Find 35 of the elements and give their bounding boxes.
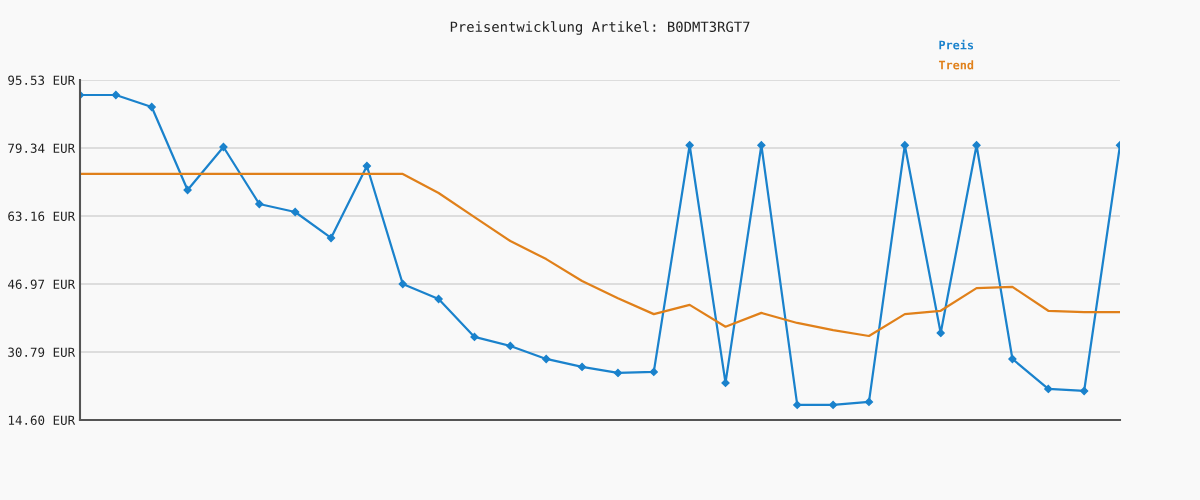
point bbox=[1044, 384, 1053, 394]
point bbox=[291, 207, 300, 217]
point bbox=[613, 368, 623, 378]
point bbox=[972, 141, 981, 150]
chart-title: Preisentwicklung Artikel: B0DMT3RGT7 bbox=[450, 21, 750, 35]
point bbox=[506, 341, 515, 351]
line-series bbox=[80, 172, 1120, 338]
point bbox=[900, 141, 909, 150]
y-tick-label: 63.16 EUR bbox=[8, 211, 76, 221]
y-tick-label: 79.34 EUR bbox=[8, 143, 76, 153]
point bbox=[542, 354, 551, 364]
point bbox=[864, 397, 874, 407]
point bbox=[111, 90, 120, 100]
y-tick-label: 46.97 EUR bbox=[8, 279, 76, 289]
point bbox=[434, 294, 443, 304]
point bbox=[147, 102, 156, 112]
point bbox=[685, 141, 694, 150]
point bbox=[398, 279, 407, 289]
point bbox=[183, 185, 192, 195]
y-tick-label: 30.79 EUR bbox=[8, 347, 76, 357]
point bbox=[362, 161, 372, 171]
point bbox=[828, 400, 838, 410]
point bbox=[255, 199, 264, 209]
point bbox=[470, 332, 479, 342]
point bbox=[1080, 386, 1089, 396]
y-tick-label: 95.53 EUR bbox=[8, 75, 76, 85]
y-tick-label: 14.60 EUR bbox=[8, 415, 76, 425]
text: Trend bbox=[938, 60, 974, 70]
point bbox=[793, 400, 802, 410]
point bbox=[577, 362, 587, 372]
point bbox=[1008, 354, 1017, 364]
text: Preis bbox=[939, 39, 974, 50]
point bbox=[757, 141, 766, 150]
point bbox=[326, 233, 336, 243]
point bbox=[649, 367, 658, 377]
